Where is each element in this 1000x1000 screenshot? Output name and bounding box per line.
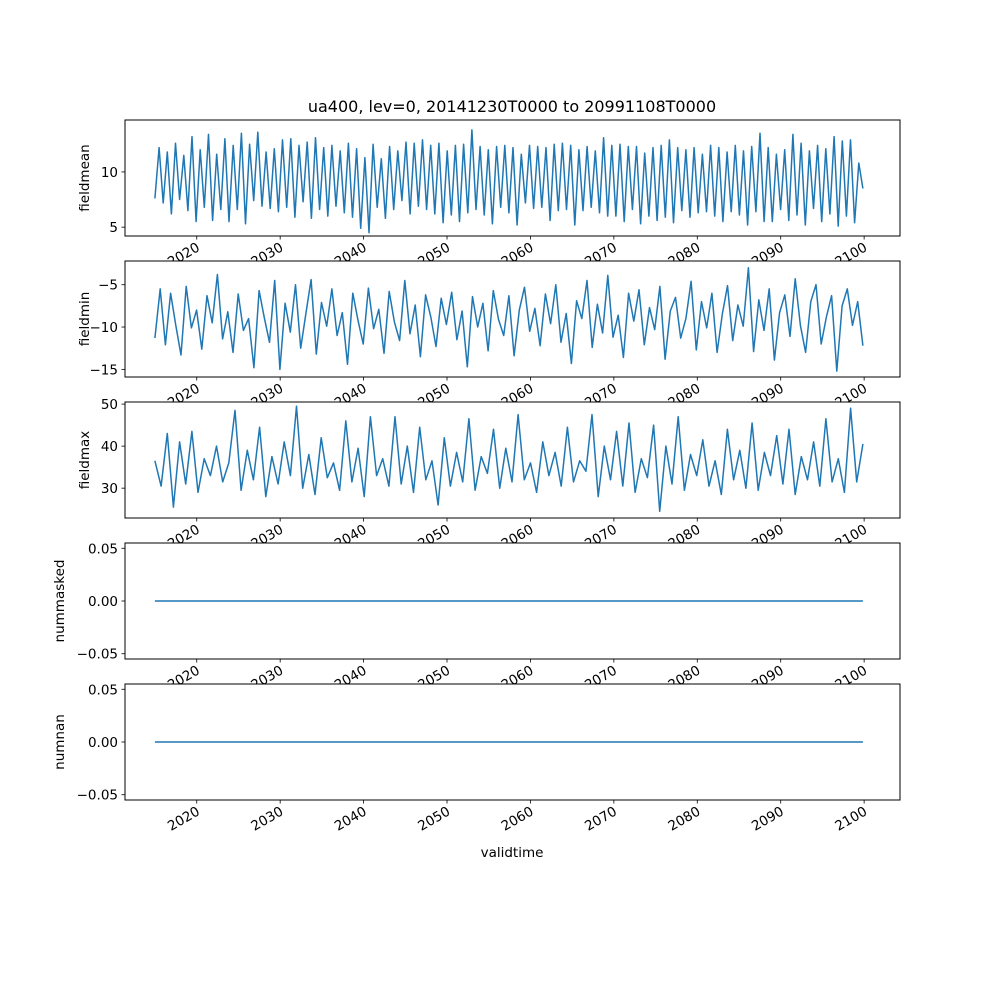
axes-background	[125, 402, 900, 518]
series-line-fieldmax	[154, 405, 864, 513]
y-axis-label: fieldmean	[77, 144, 93, 211]
y-tick-label: 40	[101, 439, 118, 455]
y-tick-label: 5	[109, 220, 118, 236]
y-tick-label: −0.05	[77, 788, 118, 804]
y-tick-label: −5	[98, 278, 118, 294]
chart-title: ua400, lev=0, 20141230T0000 to 20991108T…	[308, 97, 716, 116]
y-tick-label: 10	[101, 165, 118, 181]
x-axis-label: validtime	[481, 845, 544, 861]
y-tick-label: 0.05	[88, 541, 118, 557]
y-axis-label: nummasked	[52, 560, 68, 643]
y-tick-label: 0.00	[88, 735, 118, 751]
axes-background	[125, 120, 900, 236]
axes-frame	[124, 260, 901, 378]
y-tick-label: 0.05	[88, 682, 118, 698]
y-tick-label: −0.05	[77, 647, 118, 663]
y-axis-label: numnan	[52, 714, 68, 770]
series-line-fieldmean	[154, 129, 864, 234]
y-tick-label: 0.00	[88, 594, 118, 610]
axes-frame	[124, 401, 901, 519]
y-axis-label: fieldmax	[77, 431, 93, 490]
axes-frame	[124, 119, 901, 237]
y-axis-label: fieldmin	[77, 292, 93, 347]
series-line-fieldmin	[154, 267, 864, 372]
y-tick-label: 50	[101, 397, 118, 413]
y-tick-label: 30	[101, 481, 118, 497]
y-tick-label: −15	[90, 362, 119, 378]
y-tick-label: −10	[90, 320, 119, 336]
